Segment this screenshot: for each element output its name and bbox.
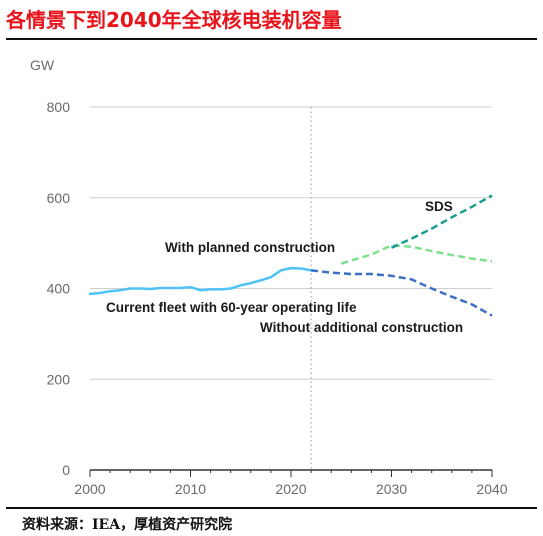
y-tick-label: 600 — [47, 190, 71, 206]
y-tick-label: 0 — [62, 462, 70, 478]
y-axis-unit: GW — [30, 57, 55, 73]
title-underline — [6, 38, 537, 40]
source-note: 资料来源：IEA，厚植资产研究院 — [22, 517, 233, 533]
y-tick-label: 400 — [47, 281, 71, 297]
annotation-label: SDS — [425, 199, 453, 214]
series-lines — [88, 194, 493, 317]
footer-rule — [6, 507, 537, 509]
y-tick-label: 800 — [47, 99, 71, 115]
series-line-3 — [390, 194, 493, 249]
x-tick-label: 2020 — [275, 481, 306, 497]
x-tick-label: 2000 — [74, 481, 105, 497]
axes: 0 200 400 600 800 GW 2000 2010 2020 2030 2040 — [30, 57, 508, 497]
series-line-1 — [310, 269, 493, 317]
annotations: With planned construction Current fleet w… — [106, 199, 463, 335]
x-tick-label: 2010 — [175, 481, 206, 497]
annotation-label: Without additional construction — [260, 320, 463, 335]
series-line-0 — [88, 266, 313, 296]
x-tick-label: 2040 — [476, 481, 507, 497]
series-line-2 — [340, 244, 493, 265]
x-tick-label: 2030 — [376, 481, 407, 497]
annotation-label: Current fleet with 60-year operating lif… — [106, 300, 357, 315]
chart-title: 各情景下到2040年全球核电装机容量 — [6, 8, 342, 32]
annotation-label: With planned construction — [165, 240, 335, 255]
y-tick-label: 200 — [47, 371, 71, 387]
